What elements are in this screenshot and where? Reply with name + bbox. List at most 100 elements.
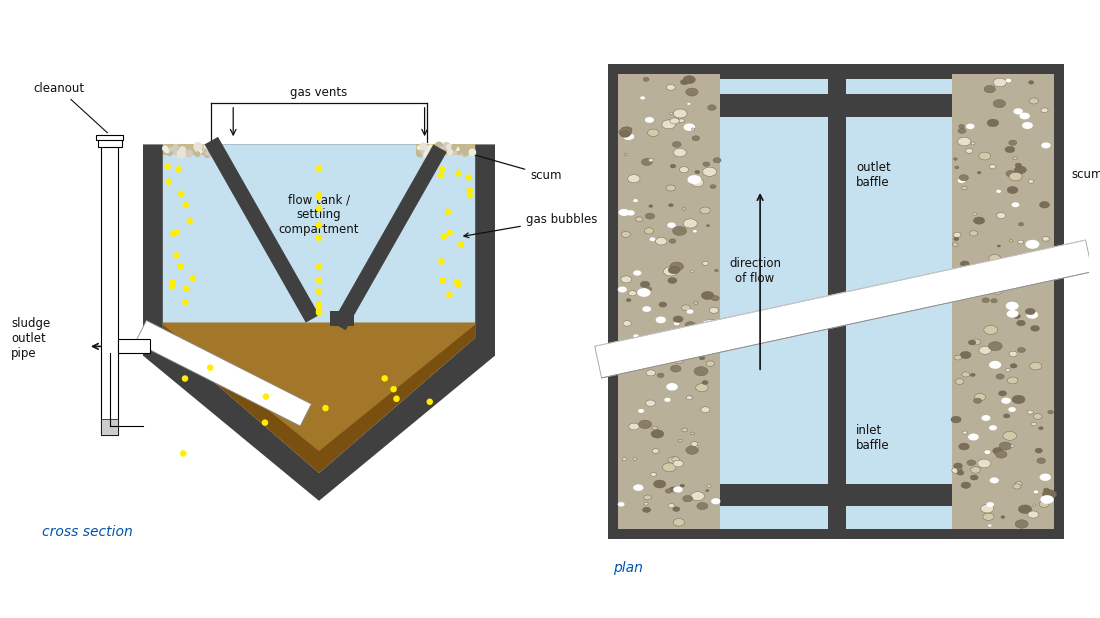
Point <box>310 262 328 272</box>
Point <box>310 192 328 202</box>
Text: gas vents: gas vents <box>290 86 348 99</box>
Ellipse shape <box>975 394 986 400</box>
Ellipse shape <box>999 391 1007 396</box>
Ellipse shape <box>691 179 704 187</box>
Circle shape <box>172 148 177 154</box>
Ellipse shape <box>1020 112 1030 119</box>
Ellipse shape <box>683 496 693 502</box>
Ellipse shape <box>999 442 1012 450</box>
Ellipse shape <box>626 298 631 302</box>
Polygon shape <box>205 137 319 323</box>
Point <box>434 232 452 242</box>
Ellipse shape <box>1018 240 1024 244</box>
Ellipse shape <box>1009 140 1016 145</box>
Point <box>180 216 198 226</box>
Circle shape <box>163 146 167 151</box>
Circle shape <box>207 146 213 152</box>
Ellipse shape <box>710 307 718 313</box>
Ellipse shape <box>619 349 628 354</box>
Text: outlet
baffle: outlet baffle <box>856 161 891 189</box>
Ellipse shape <box>998 245 1000 247</box>
Circle shape <box>169 148 176 154</box>
Circle shape <box>209 148 214 154</box>
Ellipse shape <box>629 344 639 350</box>
Ellipse shape <box>970 475 978 480</box>
Ellipse shape <box>997 190 1001 193</box>
Ellipse shape <box>966 148 972 153</box>
Ellipse shape <box>673 486 683 493</box>
Ellipse shape <box>624 133 634 140</box>
Ellipse shape <box>667 85 675 90</box>
Bar <box>118 339 150 353</box>
Point <box>173 188 190 198</box>
Ellipse shape <box>651 430 663 438</box>
Ellipse shape <box>668 504 674 508</box>
Ellipse shape <box>681 305 691 311</box>
Ellipse shape <box>670 487 675 491</box>
Ellipse shape <box>1041 108 1048 112</box>
Ellipse shape <box>641 158 652 166</box>
Ellipse shape <box>646 400 656 407</box>
Point <box>439 207 456 217</box>
Circle shape <box>207 150 213 156</box>
Circle shape <box>462 151 468 156</box>
Text: inlet
baffle: inlet baffle <box>856 424 890 452</box>
Ellipse shape <box>989 425 997 430</box>
Ellipse shape <box>1013 314 1021 318</box>
Circle shape <box>443 143 450 149</box>
Ellipse shape <box>639 420 651 428</box>
Ellipse shape <box>653 480 666 488</box>
Ellipse shape <box>707 105 716 111</box>
Ellipse shape <box>954 237 959 240</box>
Ellipse shape <box>701 344 707 347</box>
Ellipse shape <box>959 443 969 450</box>
Ellipse shape <box>989 342 1002 350</box>
Bar <box>828 74 846 529</box>
Ellipse shape <box>990 477 999 483</box>
Ellipse shape <box>983 293 987 295</box>
Ellipse shape <box>1042 142 1050 148</box>
Ellipse shape <box>962 431 967 434</box>
Circle shape <box>425 151 431 158</box>
Circle shape <box>216 147 223 154</box>
Ellipse shape <box>685 88 698 96</box>
Ellipse shape <box>634 271 641 276</box>
Point <box>433 164 451 174</box>
Circle shape <box>418 152 422 157</box>
Ellipse shape <box>1027 511 1038 518</box>
Ellipse shape <box>679 119 684 122</box>
Point <box>177 298 195 308</box>
Ellipse shape <box>1010 364 1018 368</box>
Ellipse shape <box>690 445 698 451</box>
Ellipse shape <box>683 219 697 228</box>
Ellipse shape <box>954 158 957 160</box>
Ellipse shape <box>667 383 678 391</box>
Ellipse shape <box>1037 267 1044 272</box>
Ellipse shape <box>1041 495 1054 504</box>
Ellipse shape <box>700 207 711 214</box>
Ellipse shape <box>623 127 632 133</box>
Ellipse shape <box>696 342 701 344</box>
Ellipse shape <box>618 209 629 216</box>
Ellipse shape <box>702 292 714 300</box>
Circle shape <box>430 148 437 153</box>
Ellipse shape <box>989 164 996 169</box>
Ellipse shape <box>670 118 679 124</box>
Ellipse shape <box>712 295 719 301</box>
Text: sludge
outlet
pipe: sludge outlet pipe <box>11 316 51 360</box>
Point <box>452 240 470 250</box>
Text: scum: scum <box>1071 169 1100 182</box>
Point <box>161 177 178 187</box>
Ellipse shape <box>670 262 683 271</box>
Circle shape <box>417 153 421 156</box>
Ellipse shape <box>989 255 1001 262</box>
Point <box>160 161 177 171</box>
Point <box>176 374 194 384</box>
Ellipse shape <box>1011 445 1014 447</box>
Ellipse shape <box>954 355 961 360</box>
Ellipse shape <box>697 502 708 510</box>
Ellipse shape <box>704 320 717 328</box>
Ellipse shape <box>954 463 962 468</box>
Ellipse shape <box>980 280 989 286</box>
Ellipse shape <box>666 185 675 191</box>
